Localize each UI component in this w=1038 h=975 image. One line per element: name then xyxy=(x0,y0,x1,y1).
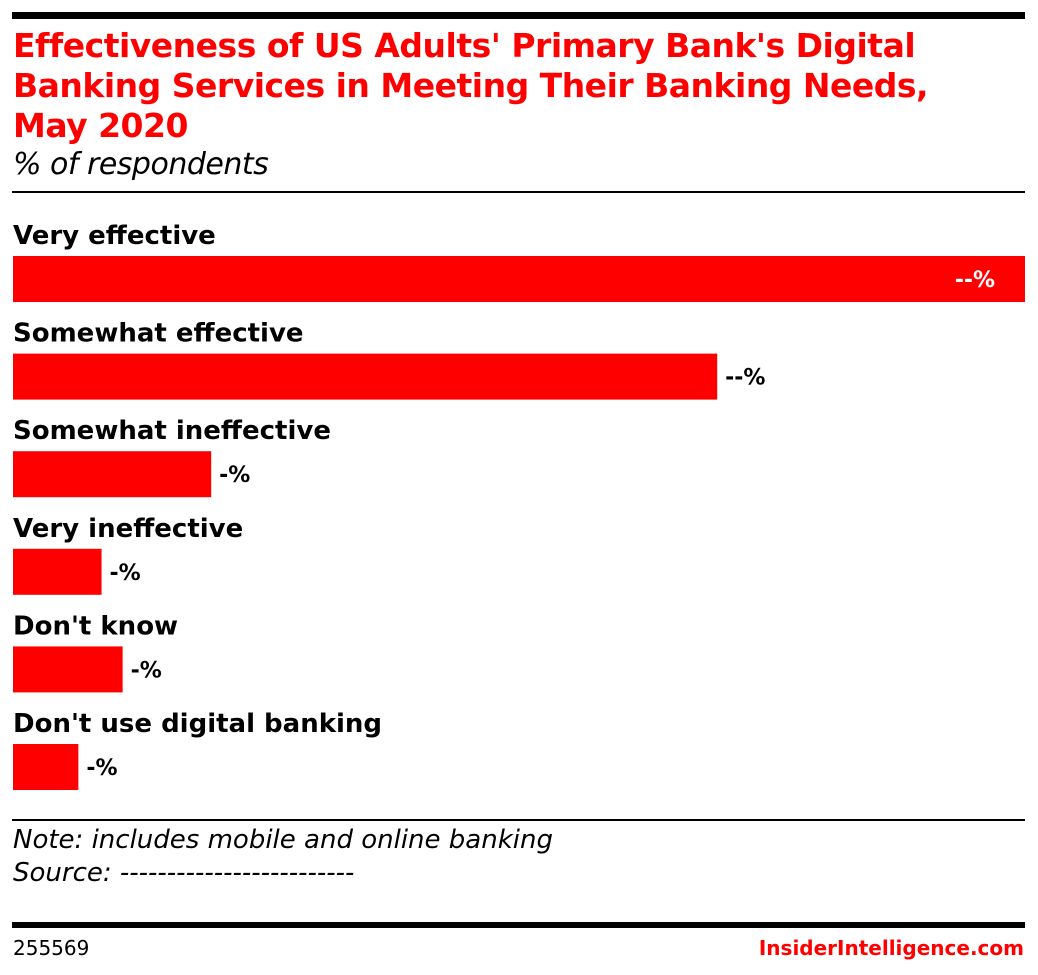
value-label: --% xyxy=(955,268,995,293)
chart-title: Effectiveness of US Adults' Primary Bank… xyxy=(13,26,929,145)
category-label: Very effective xyxy=(13,221,216,251)
category-label: Don't use digital banking xyxy=(13,709,382,739)
category-label: Don't know xyxy=(13,611,178,641)
value-label: -% xyxy=(86,756,117,781)
category-label: Somewhat ineffective xyxy=(13,416,331,446)
value-label: -% xyxy=(110,561,141,586)
bar xyxy=(13,744,79,790)
top-rule xyxy=(12,12,1025,19)
category-label: Somewhat effective xyxy=(13,319,304,349)
bar xyxy=(13,256,1025,302)
chart-note: Note: includes mobile and online banking… xyxy=(13,824,553,890)
brand-link[interactable]: InsiderIntelligence.com xyxy=(758,936,1024,960)
footer-divider xyxy=(12,819,1025,821)
bar xyxy=(13,548,102,595)
category-label: Very ineffective xyxy=(13,514,243,544)
value-label: --% xyxy=(725,366,765,391)
chart-subtitle: % of respondents xyxy=(13,147,269,182)
source-text: Source: ------------------------- xyxy=(13,858,355,888)
value-label: -% xyxy=(131,658,162,683)
value-label: -% xyxy=(219,463,250,488)
bottom-rule xyxy=(12,922,1025,928)
bar xyxy=(13,646,123,693)
chart-id: 255569 xyxy=(13,936,90,960)
note-text: Note: includes mobile and online banking xyxy=(13,825,553,855)
bar xyxy=(13,353,718,400)
header-divider xyxy=(12,191,1025,193)
bar xyxy=(13,451,212,498)
